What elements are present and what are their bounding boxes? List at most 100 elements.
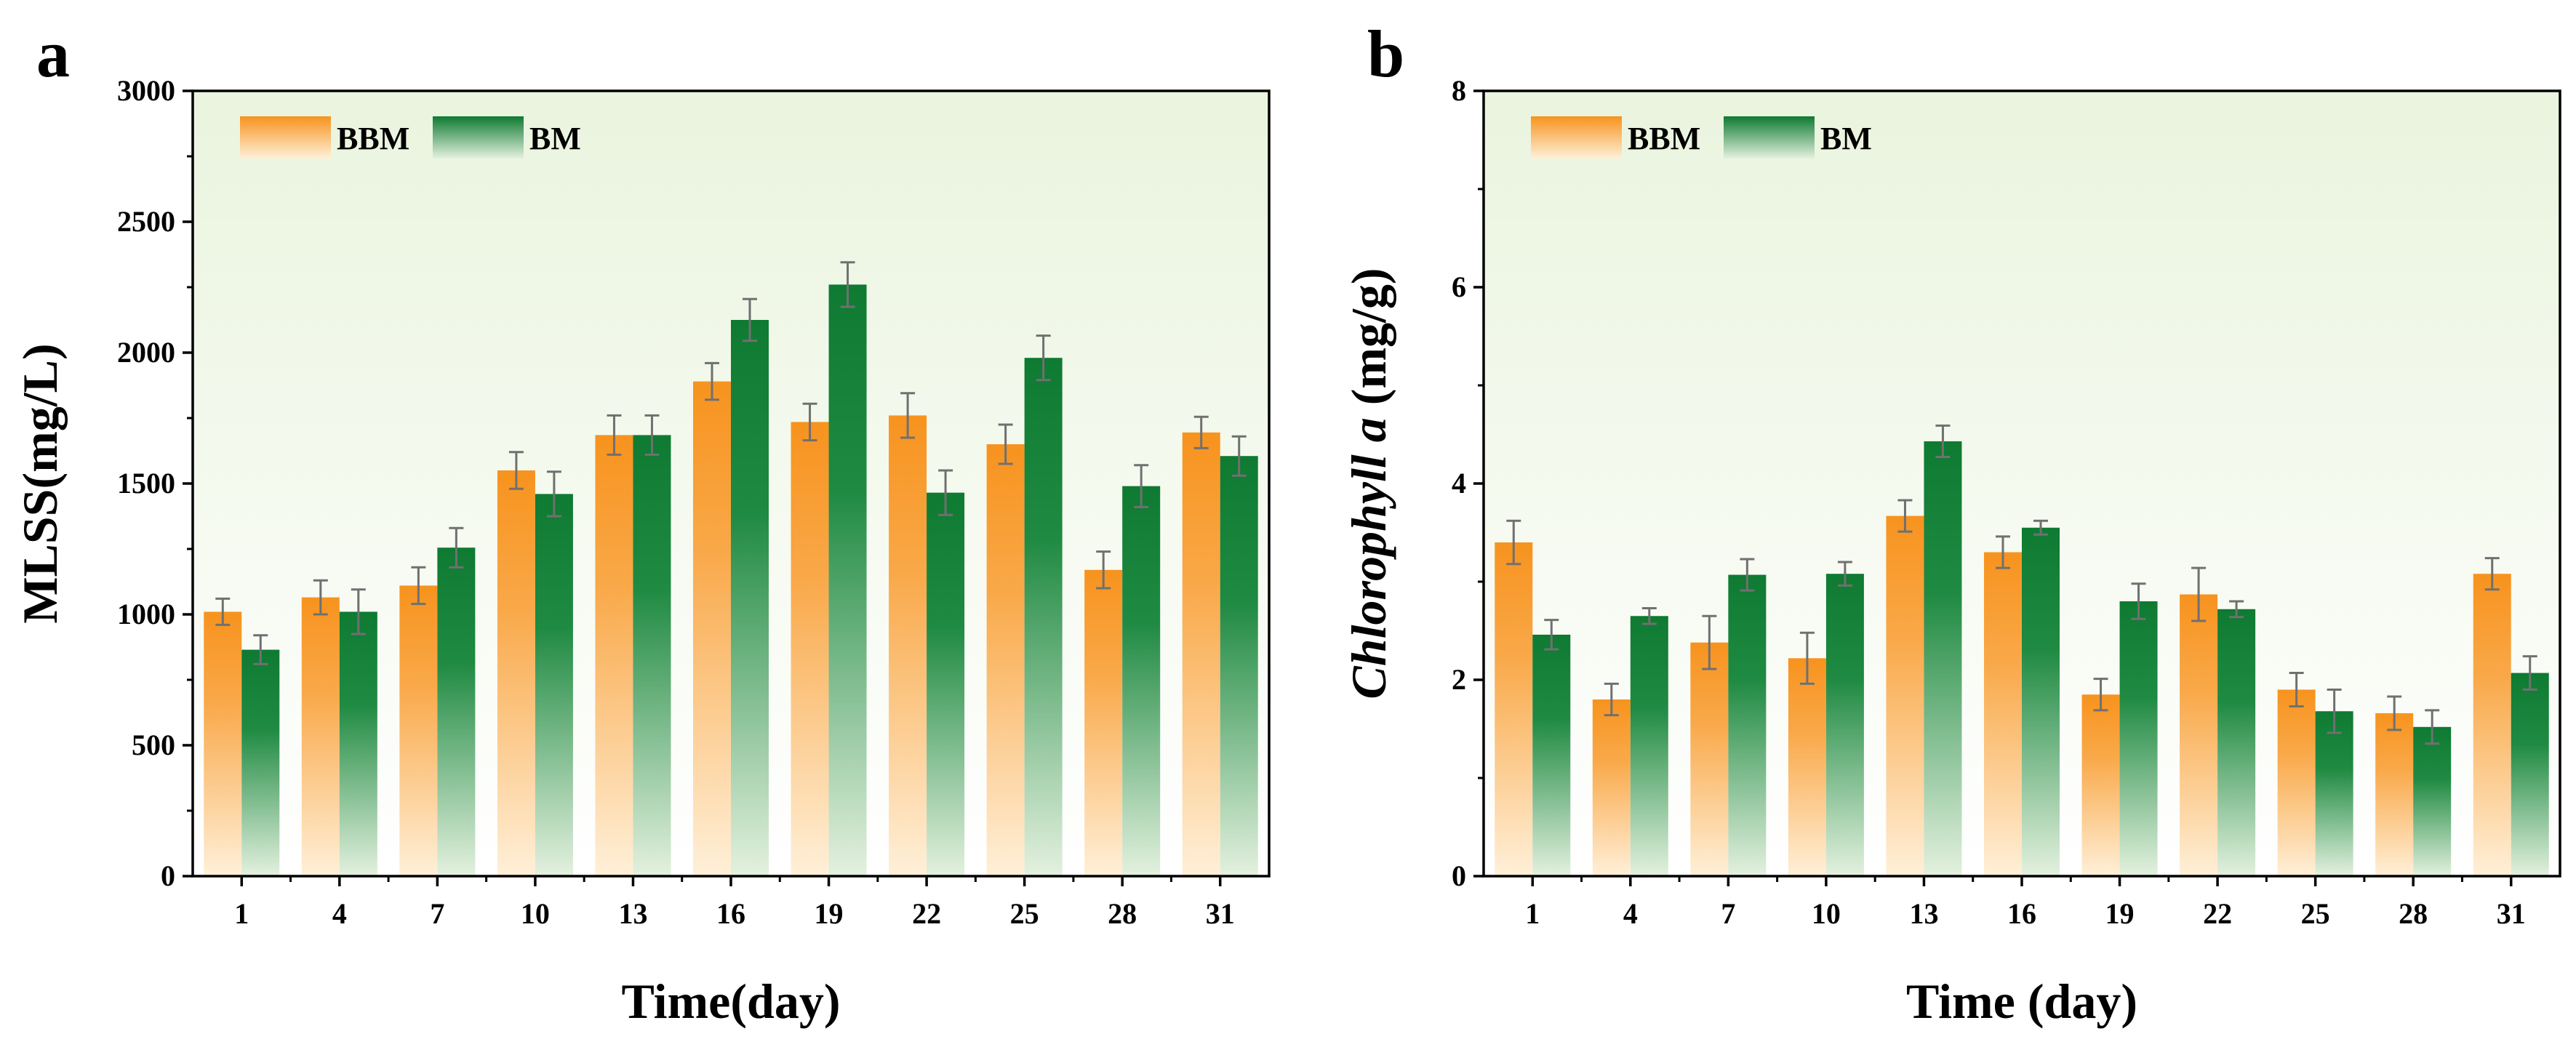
bar-bbm-day-16 (1984, 552, 2022, 876)
error-bar-bbm-day-31 (2484, 557, 2500, 591)
bar-bbm-day-28 (1084, 569, 1123, 876)
error-bar-bbm-day-4 (313, 579, 328, 616)
x-tick-label: 13 (1909, 897, 1938, 930)
error-bar-bm-day-16 (2033, 519, 2048, 536)
x-tick-label: 25 (1010, 897, 1039, 930)
error-bar-bbm-day-7 (411, 566, 426, 606)
error-bar-bm-day-22 (2229, 600, 2244, 619)
error-bar-bbm-day-19 (2093, 678, 2108, 712)
bar-bm-day-7 (1728, 574, 1767, 876)
error-bar-bm-day-16 (743, 297, 757, 342)
bar-bm-day-7 (437, 547, 476, 876)
error-bar-bm-day-28 (2425, 709, 2440, 745)
bars-a (204, 261, 1258, 876)
error-bar-bm-day-4 (351, 588, 366, 635)
y-tick-label: 2500 (117, 205, 175, 238)
x-tick-label: 10 (521, 897, 550, 930)
error-bar-bm-day-10 (1837, 561, 1852, 587)
bar-bbm-day-13 (1886, 516, 1924, 876)
x-tick-label: 31 (1206, 897, 1235, 930)
x-tick-label: 28 (1108, 897, 1137, 930)
error-bar-bbm-day-28 (2387, 695, 2402, 731)
bar-bm-day-22 (927, 492, 965, 876)
x-tick-label: 19 (2105, 897, 2135, 930)
bar-bbm-day-1 (1495, 542, 1533, 876)
error-bar-bm-day-19 (840, 261, 855, 308)
x-axis-label-a: Time(day) (622, 974, 841, 1029)
error-bar-bm-day-25 (2327, 689, 2342, 734)
bar-bm-day-1 (1532, 634, 1571, 876)
bar-bbm-day-7 (399, 585, 438, 876)
legend-label-bbm: BBM (337, 121, 409, 156)
y-tick-label: 4 (1452, 467, 1466, 500)
bar-bm-day-19 (2119, 601, 2158, 876)
x-tick-label: 1 (1525, 897, 1540, 930)
bar-bm-day-25 (1024, 358, 1063, 876)
bar-bbm-day-19 (2081, 694, 2120, 876)
y-tick-label: 3000 (117, 74, 175, 107)
y-tick-label: 0 (1452, 859, 1466, 892)
legend-label-bbm: BBM (1628, 121, 1700, 156)
bar-bm-day-10 (1825, 574, 1864, 876)
legend-label-bm: BM (529, 121, 581, 156)
error-bar-bm-day-19 (2131, 582, 2146, 620)
bar-bm-day-4 (339, 611, 377, 876)
y-tick-label: 2000 (117, 336, 175, 369)
bar-bbm-day-22 (2180, 594, 2218, 876)
legend-swatch-bm (433, 116, 524, 159)
x-ticks-b: 1 4 7 10 13 16 19 22 25 28 31 (1525, 876, 2526, 930)
bar-bm-day-19 (828, 284, 867, 876)
bar-bbm-day-28 (2375, 713, 2414, 876)
error-bar-bm-day-13 (644, 414, 660, 456)
error-bar-bbm-day-7 (1702, 614, 1717, 670)
panel-letter-b: b (1367, 17, 1404, 91)
bar-bm-day-1 (241, 649, 280, 876)
bar-bbm-day-13 (595, 435, 633, 876)
x-tick-label: 4 (332, 897, 347, 930)
legend-swatch-bm (1724, 116, 1815, 159)
x-tick-label: 22 (912, 897, 941, 930)
x-tick-label: 19 (815, 897, 844, 930)
legend-swatch-bbm (240, 116, 331, 159)
bar-bbm-day-4 (301, 597, 340, 876)
x-tick-label: 16 (2007, 897, 2036, 930)
bar-bbm-day-7 (1690, 642, 1729, 876)
bar-bbm-day-25 (986, 444, 1025, 876)
error-bar-bbm-day-4 (1604, 682, 1619, 717)
bars-b (1495, 424, 2549, 876)
error-bar-bbm-day-22 (2191, 566, 2207, 622)
x-tick-label: 4 (1623, 897, 1638, 930)
bar-bm-day-31 (2511, 673, 2549, 876)
error-bar-bm-day-4 (1641, 606, 1657, 625)
bar-bbm-day-31 (1182, 432, 1220, 876)
bar-bm-day-10 (535, 494, 573, 876)
bar-bm-day-13 (633, 435, 671, 876)
x-tick-label: 10 (1812, 897, 1841, 930)
y-tick-label: 8 (1452, 74, 1466, 107)
x-tick-label: 25 (2301, 897, 2330, 930)
error-bar-bbm-day-19 (802, 402, 817, 442)
y-tick-label: 1000 (117, 598, 175, 630)
bar-bbm-day-25 (2277, 689, 2316, 876)
bar-bbm-day-22 (889, 415, 927, 876)
y-tick-label: 500 (132, 729, 175, 761)
error-bar-bbm-day-10 (1799, 631, 1815, 685)
bar-bbm-day-19 (791, 422, 829, 876)
bar-bbm-day-16 (693, 381, 731, 876)
x-axis-label-b: Time (day) (1906, 974, 2137, 1029)
x-tick-label: 7 (430, 897, 444, 930)
error-bar-bm-day-1 (253, 634, 268, 665)
error-bar-bm-day-22 (938, 469, 953, 516)
error-bar-bbm-day-1 (215, 597, 231, 626)
x-ticks-a: 1 4 7 10 13 16 19 22 25 28 31 (234, 876, 1235, 930)
bar-bm-day-28 (1122, 486, 1161, 876)
error-bar-bbm-day-25 (2289, 672, 2304, 707)
x-tick-label: 22 (2203, 897, 2232, 930)
error-bar-bbm-day-16 (1996, 535, 2010, 569)
y-tick-label: 0 (161, 859, 175, 892)
error-bar-bbm-day-13 (607, 414, 622, 456)
bar-bm-day-16 (2022, 527, 2060, 876)
bar-bbm-day-4 (1592, 699, 1631, 876)
